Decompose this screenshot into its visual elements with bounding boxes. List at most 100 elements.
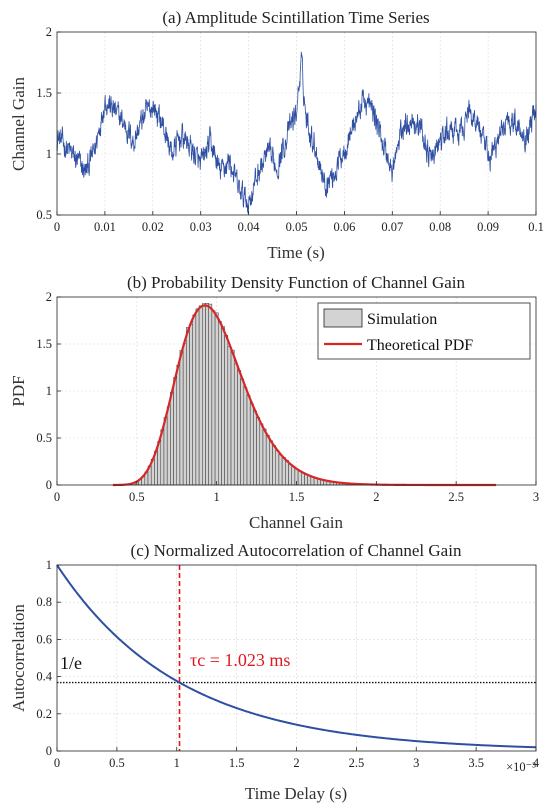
y-tick-label: 0	[46, 744, 52, 758]
panel-a-title: (a) Amplitude Scintillation Time Series	[162, 8, 429, 27]
series-line	[56, 51, 537, 214]
histogram-bar	[198, 305, 203, 486]
histogram-bar	[246, 395, 251, 486]
panel-b-pdf: (b) Probability Density Function of Chan…	[9, 273, 539, 532]
panel-c-ticks: 0 0.5 1 1.5 2 2.5 3 3.5 4 0 0.2 0.4 0.6 0.8 1	[36, 558, 540, 770]
histogram-bar	[211, 310, 216, 486]
x-tick-label: 0.06	[333, 220, 355, 234]
x-tick-label: 2	[293, 756, 299, 770]
y-tick-label: 1.5	[36, 86, 52, 100]
histogram-bar	[182, 343, 187, 486]
x-tick-label: 1.5	[289, 490, 305, 504]
panel-c-autocorrelation-curve	[56, 564, 537, 749]
histogram-bar	[214, 312, 219, 486]
y-tick-label: 1	[46, 384, 52, 398]
histogram-bar	[291, 466, 296, 486]
histogram-bar	[275, 450, 280, 486]
x-tick-label: 0.02	[142, 220, 164, 234]
x-tick-label: 0.5	[129, 490, 145, 504]
panel-b-title: (b) Probability Density Function of Chan…	[127, 273, 466, 292]
histogram-bar	[208, 303, 213, 486]
histogram-bar	[173, 377, 178, 486]
y-tick-label: 1	[46, 558, 52, 572]
x-tick-label: 0	[54, 756, 60, 770]
panel-b-legend: Simulation Theoretical PDF	[317, 302, 531, 360]
y-tick-label: 0.2	[36, 707, 52, 721]
x-tick-label: 3.5	[468, 756, 484, 770]
histogram-bar	[179, 350, 184, 486]
panel-a-xlabel: Time (s)	[267, 243, 324, 262]
y-tick-label: 2	[46, 25, 52, 39]
histogram-bar	[189, 324, 193, 486]
x-tick-label: 1	[214, 490, 220, 504]
histogram-bar	[288, 464, 292, 486]
x-tick-label: 1	[174, 756, 180, 770]
histogram-bar	[202, 303, 206, 486]
x-tick-label: 0.5	[109, 756, 125, 770]
panel-b-xlabel: Channel Gain	[249, 513, 343, 532]
x-tick-label: 1.5	[229, 756, 245, 770]
x-tick-label: 0.05	[286, 220, 308, 234]
panel-a-ticks: 0 0.01 0.02 0.03 0.04 0.05 0.06 0.07 0.08 0.09 0.1…	[36, 25, 543, 234]
panel-c-tau-annotation: τc = 1.023 ms	[190, 650, 290, 670]
panel-c-autocorrelation: (c) Normalized Autocorrelation of Channe…	[9, 541, 540, 803]
panel-a-plot-area	[56, 51, 537, 214]
y-tick-label: 0	[46, 478, 52, 492]
legend-simulation-swatch	[323, 308, 363, 328]
histogram-bar	[240, 378, 245, 486]
histogram-bar	[186, 327, 190, 486]
histogram-bar	[269, 440, 273, 486]
panel-c-xlabel: Time Delay (s)	[245, 784, 347, 803]
x-tick-label: 0.08	[429, 220, 451, 234]
x-tick-label: 0	[54, 220, 60, 234]
histogram-bar	[253, 410, 257, 486]
histogram-bar	[227, 346, 232, 486]
y-tick-label: 2	[46, 290, 52, 304]
histogram-bar	[224, 335, 229, 486]
panel-c-grid	[56, 564, 537, 752]
legend-simulation-label: Simulation	[367, 311, 437, 328]
x-tick-label: 4	[533, 756, 540, 770]
panel-c-threshold-label: 1/e	[60, 653, 82, 673]
histogram-bar	[265, 434, 270, 486]
legend-theoretical-label: Theoretical PDF	[367, 337, 473, 354]
panel-b-ylabel: PDF	[9, 375, 28, 406]
x-tick-label: 3	[413, 756, 419, 770]
histogram-bar	[249, 403, 254, 486]
histogram-bar	[221, 326, 225, 486]
histogram-bar	[297, 470, 302, 486]
y-tick-label: 1	[46, 147, 52, 161]
x-tick-label: 0.1	[528, 220, 544, 234]
histogram-bar	[278, 454, 283, 486]
y-tick-label: 0.5	[36, 431, 52, 445]
x-tick-label: 0.07	[381, 220, 403, 234]
x-tick-label: 3	[533, 490, 539, 504]
histogram-bar	[195, 308, 200, 486]
histogram-bar	[230, 349, 235, 486]
panel-c-ylabel: Autocorrelation	[9, 604, 28, 712]
histogram-bar	[237, 370, 241, 486]
y-tick-label: 0.8	[36, 595, 52, 609]
x-tick-label: 2.5	[349, 756, 365, 770]
panel-c-x-multiplier: ×10⁻³	[506, 760, 536, 774]
y-tick-label: 0.4	[36, 670, 52, 684]
histogram-bar	[166, 406, 171, 486]
histogram-bar	[259, 423, 264, 486]
histogram-bar	[163, 417, 168, 486]
y-tick-label: 0.5	[36, 208, 52, 222]
panel-b-histogram	[122, 302, 391, 486]
x-tick-label: 0.09	[477, 220, 499, 234]
histogram-bar	[205, 302, 209, 486]
x-tick-label: 0.01	[94, 220, 116, 234]
x-tick-label: 0	[54, 490, 60, 504]
histogram-bar	[262, 428, 267, 486]
panel-b-ticks: 0 0.5 1 1.5 2 2.5 3 0 0.5 1 1.5 2	[36, 290, 539, 504]
x-tick-label: 2	[373, 490, 379, 504]
panel-a-ylabel: Channel Gain	[9, 77, 28, 171]
histogram-bar	[218, 321, 222, 486]
panel-a-time-series: (a) Amplitude Scintillation Time Series …	[9, 8, 544, 262]
histogram-bar	[176, 364, 181, 486]
histogram-bar	[192, 314, 197, 486]
x-tick-label: 0.03	[190, 220, 212, 234]
